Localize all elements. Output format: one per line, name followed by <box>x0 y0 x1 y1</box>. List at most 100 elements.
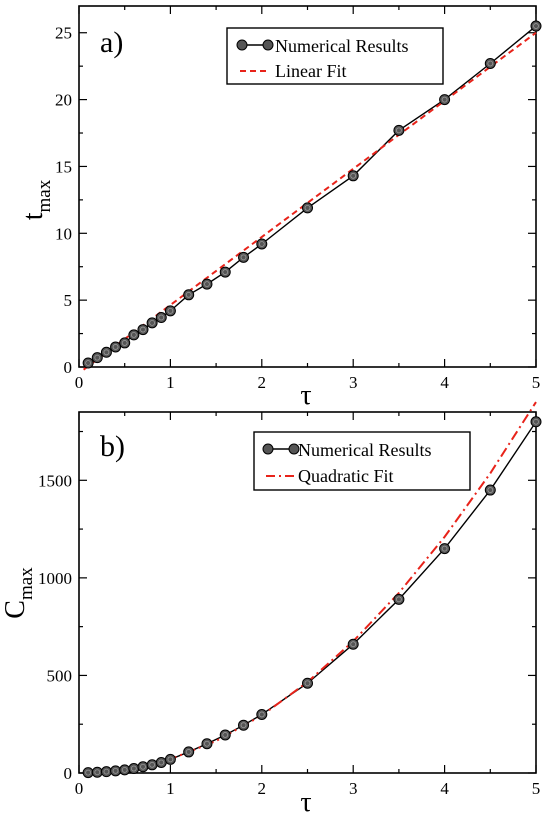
data-point-ring <box>130 765 137 772</box>
data-point-ring <box>204 281 210 288</box>
y-tick-label: 1000 <box>38 569 72 588</box>
data-point-ring <box>204 740 210 747</box>
legend-marker <box>288 443 300 455</box>
y-tick-label: 1500 <box>38 471 72 490</box>
data-point <box>164 753 176 765</box>
y-tick-label: 20 <box>55 91 72 110</box>
x-tick-label: 1 <box>166 779 175 798</box>
panel-a: 0 1 2 3 4 5 0 5 10 15 20 25 a) τ tmax Numerical Re… <box>18 5 542 411</box>
data-point <box>201 738 213 750</box>
series-layer <box>82 401 542 779</box>
legend-label-numerical: Numerical Results <box>275 36 408 56</box>
data-point <box>238 251 250 263</box>
data-point <box>119 764 131 776</box>
legend-marker <box>236 39 248 51</box>
data-point <box>100 766 112 778</box>
data-point-ring <box>441 545 448 552</box>
data-point-ring <box>258 711 265 718</box>
data-point-ring <box>222 269 229 275</box>
data-point <box>82 357 94 369</box>
legend-label-fit: Quadratic Fit <box>298 466 393 486</box>
data-point-ring <box>222 732 229 738</box>
data-point-ring <box>112 767 119 774</box>
data-point <box>256 238 268 250</box>
data-point <box>110 341 122 353</box>
legend: Numerical Results Linear Fit <box>226 27 444 85</box>
y-axis-ticks: 0 5 10 15 20 25 <box>55 24 536 377</box>
data-point <box>347 170 359 182</box>
legend-box <box>226 27 444 85</box>
data-point-ring <box>85 360 92 366</box>
data-point <box>183 746 195 758</box>
legend-marker <box>262 443 274 455</box>
data-point-ring <box>395 596 402 603</box>
data-point-ring <box>121 340 128 346</box>
x-tick-label: 2 <box>258 373 267 392</box>
svg-text:Cmax: Cmax <box>0 567 37 619</box>
data-point <box>91 352 103 364</box>
data-point <box>393 124 405 136</box>
data-point-ring <box>441 96 448 103</box>
y-tick-label: 10 <box>55 224 72 243</box>
data-point <box>119 337 131 349</box>
data-point-ring <box>167 307 174 314</box>
data-point-ring <box>533 418 539 425</box>
data-point-ring <box>258 241 265 247</box>
series-layer <box>82 20 542 371</box>
legend-label-fit: Linear Fit <box>275 61 346 81</box>
y-axis-label-main: t <box>18 212 49 220</box>
y-tick-label: 25 <box>55 24 72 43</box>
y-tick-label: 500 <box>47 666 73 685</box>
data-point-ring <box>121 766 128 773</box>
data-point <box>82 767 94 779</box>
x-axis-ticks: 0 1 2 3 4 5 <box>75 6 541 392</box>
data-point <box>146 317 158 329</box>
data-point-ring <box>350 641 357 648</box>
data-point <box>146 759 158 771</box>
svg-text:tmax: tmax <box>18 179 55 220</box>
data-point-ring <box>94 354 101 361</box>
x-axis-label: τ <box>300 380 311 411</box>
data-point <box>128 763 140 775</box>
data-point-ring <box>240 254 247 261</box>
data-point <box>91 766 103 778</box>
y-tick-label: 15 <box>55 157 72 176</box>
data-point <box>137 761 149 773</box>
y-axis-ticks: 0 500 1000 1500 <box>38 430 536 783</box>
data-point-ring <box>94 769 101 776</box>
y-axis-label-main: C <box>0 600 31 619</box>
data-point <box>201 278 213 290</box>
legend-label-numerical: Numerical Results <box>298 440 431 460</box>
data-point <box>137 324 149 336</box>
data-point <box>238 719 250 731</box>
data-point-ring <box>103 349 110 356</box>
data-point <box>219 729 231 741</box>
data-point-ring <box>140 326 146 333</box>
data-point <box>530 416 542 428</box>
data-point-ring <box>103 768 110 775</box>
data-point <box>155 312 167 324</box>
data-point <box>155 756 167 768</box>
data-point <box>302 202 313 214</box>
y-tick-label: 0 <box>64 358 73 377</box>
x-tick-label: 4 <box>440 779 449 798</box>
data-point-ring <box>85 769 92 776</box>
y-axis-label: Cmax <box>0 567 37 619</box>
data-point-ring <box>158 314 165 321</box>
data-point-ring <box>487 60 494 67</box>
data-point-ring <box>130 332 137 338</box>
x-tick-label: 4 <box>440 373 449 392</box>
data-point-ring <box>395 127 402 134</box>
data-point <box>393 593 405 605</box>
data-point <box>302 677 313 689</box>
panel-b: 0 1 2 3 4 5 0 500 1000 1500 b) τ Cmax Numerical … <box>0 401 542 818</box>
legend: Numerical Results Quadratic Fit <box>253 431 471 491</box>
data-point-ring <box>149 319 156 326</box>
legend-marker <box>262 39 274 51</box>
data-point-ring <box>240 722 247 729</box>
x-tick-label: 5 <box>532 779 541 798</box>
data-point <box>100 346 112 358</box>
data-point-ring <box>487 487 494 493</box>
data-point-ring <box>167 756 174 763</box>
x-tick-label: 5 <box>532 373 541 392</box>
